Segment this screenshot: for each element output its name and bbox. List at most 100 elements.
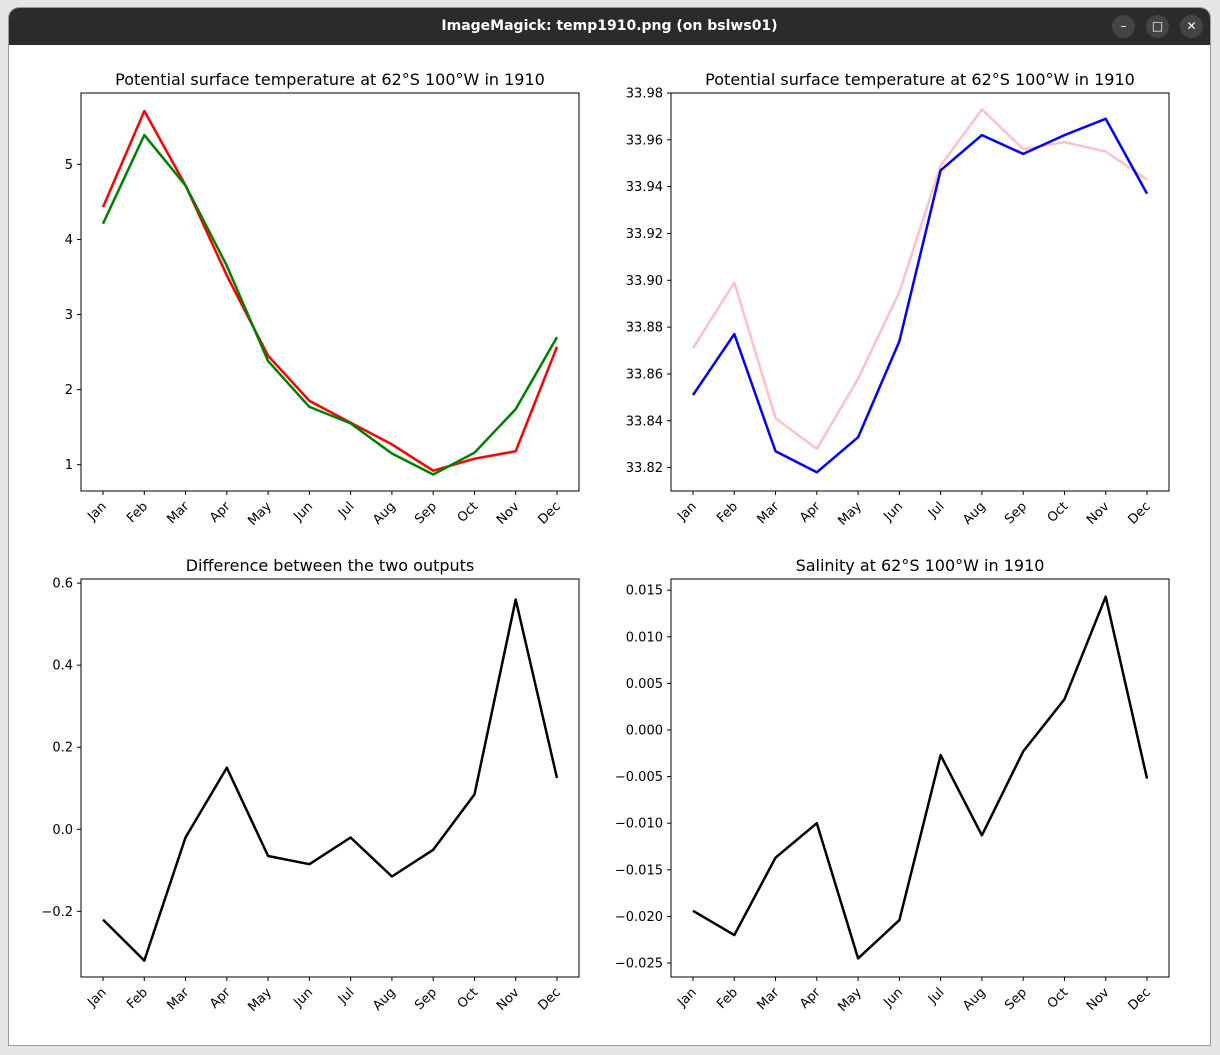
axes-frame: [80, 92, 580, 492]
y-tick-label: 33.84: [626, 414, 663, 429]
x-tick-label: Feb: [124, 499, 151, 526]
y-tick-label: 33.92: [626, 227, 663, 242]
y-tick-label: 33.94: [626, 180, 663, 195]
x-tick-label: Jan: [674, 499, 699, 524]
x-tick-label: Feb: [124, 985, 151, 1012]
x-tick-label: Jun: [881, 985, 907, 1011]
x-tick-label: Oct: [455, 985, 482, 1012]
image-canvas: Potential surface temperature at 62°S 10…: [9, 45, 1210, 1045]
x-tick-label: Nov: [1084, 499, 1113, 528]
axes-frame: [80, 578, 580, 978]
minimize-icon[interactable]: –: [1112, 15, 1135, 38]
x-tick-label: Jun: [291, 985, 317, 1011]
series-line-2: [691, 117, 1149, 474]
x-tick-label: Mar: [164, 499, 192, 527]
y-tick-label: −0.2: [41, 905, 73, 920]
x-tick-label: Jul: [925, 499, 947, 521]
x-tick-label: Aug: [960, 499, 989, 528]
x-tick-label: May: [245, 985, 275, 1015]
axes-frame: [670, 578, 1170, 978]
chart-panel-3: Difference between the two outputs −0.2 0.…: [41, 556, 580, 1015]
figure: Potential surface temperature at 62°S 10…: [41, 70, 1170, 1015]
x-tick-label: Jan: [674, 985, 699, 1010]
x-tick-label: Nov: [1084, 985, 1113, 1014]
series-line-1: [691, 108, 1148, 451]
chart-panel-1: Potential surface temperature at 62°S 10…: [65, 70, 580, 529]
series-line-1: [101, 109, 559, 472]
x-tick-label: Jul: [925, 985, 947, 1007]
chart-title: Difference between the two outputs: [186, 556, 475, 575]
y-tick-label: 33.98: [626, 87, 663, 102]
imagemagick-window: ImageMagick: temp1910.png (on bslws01) –…: [9, 8, 1210, 1045]
x-tick-label: Mar: [754, 985, 782, 1013]
y-tick-label: 0.005: [626, 677, 663, 692]
x-tick-label: Oct: [455, 499, 482, 526]
x-tick-label: Apr: [797, 985, 824, 1012]
x-tick-label: Oct: [1045, 985, 1072, 1012]
y-tick-label: 0.000: [626, 723, 663, 738]
series-line-2: [101, 133, 559, 476]
x-tick-label: Sep: [1002, 499, 1030, 527]
x-tick-label: Aug: [960, 985, 989, 1014]
x-tick-label: Apr: [207, 499, 234, 526]
x-tick-label: Jun: [291, 499, 317, 525]
y-tick-label: 1: [65, 458, 73, 473]
chart-panel-2: Potential surface temperature at 62°S 10…: [626, 70, 1170, 529]
x-tick-label: Nov: [494, 985, 523, 1014]
x-tick-label: Jun: [881, 499, 907, 525]
x-tick-label: Aug: [370, 985, 399, 1014]
x-tick-label: Jul: [335, 499, 357, 521]
y-tick-label: −0.015: [615, 863, 663, 878]
x-tick-label: Dec: [535, 985, 563, 1013]
y-tick-label: 33.88: [626, 321, 663, 336]
close-icon[interactable]: ✕: [1180, 15, 1203, 38]
x-tick-label: Dec: [1125, 499, 1153, 527]
chart-title: Salinity at 62°S 100°W in 1910: [796, 556, 1045, 575]
x-tick-label: Sep: [412, 499, 440, 527]
y-tick-label: 0.010: [626, 630, 663, 645]
y-tick-label: 33.82: [626, 461, 663, 476]
y-tick-label: 0.015: [626, 584, 663, 599]
y-tick-label: −0.025: [615, 957, 663, 972]
title-bar[interactable]: ImageMagick: temp1910.png (on bslws01) –…: [9, 8, 1210, 45]
chart-title: Potential surface temperature at 62°S 10…: [705, 70, 1135, 89]
y-tick-label: −0.020: [615, 910, 663, 925]
series-line-1: [102, 598, 559, 962]
y-tick-label: 0.2: [52, 741, 73, 756]
x-tick-label: Apr: [207, 985, 234, 1012]
window-title: ImageMagick: temp1910.png (on bslws01): [441, 18, 778, 34]
x-tick-label: Sep: [1002, 985, 1030, 1013]
y-tick-label: 0.6: [52, 577, 73, 592]
chart-panel-4: Salinity at 62°S 100°W in 1910 −0.025 −0.0…: [615, 556, 1170, 1015]
x-tick-label: Dec: [1125, 985, 1153, 1013]
maximize-icon[interactable]: □: [1146, 15, 1169, 38]
x-tick-label: Sep: [412, 985, 440, 1013]
x-tick-label: May: [835, 499, 865, 529]
y-tick-label: 33.96: [626, 133, 663, 148]
y-tick-label: 4: [65, 233, 73, 248]
y-tick-label: 33.86: [626, 367, 663, 382]
x-tick-label: Mar: [754, 499, 782, 527]
y-tick-label: 0.4: [52, 659, 73, 674]
x-tick-label: Jan: [84, 499, 109, 524]
x-tick-label: May: [245, 499, 275, 529]
series-line-1: [692, 595, 1149, 960]
x-tick-label: Oct: [1045, 499, 1072, 526]
x-tick-label: Jul: [335, 985, 357, 1007]
x-tick-label: Feb: [714, 499, 741, 526]
x-tick-label: Feb: [714, 985, 741, 1012]
chart-title: Potential surface temperature at 62°S 10…: [115, 70, 545, 89]
x-tick-label: Jan: [84, 985, 109, 1010]
y-tick-label: 33.90: [626, 274, 663, 289]
y-tick-label: 3: [65, 308, 73, 323]
y-tick-label: −0.010: [615, 817, 663, 832]
y-tick-label: 2: [65, 383, 73, 398]
x-tick-label: Nov: [494, 499, 523, 528]
x-tick-label: Apr: [797, 499, 824, 526]
x-tick-label: May: [835, 985, 865, 1015]
y-tick-label: 0.0: [52, 823, 73, 838]
y-tick-label: 5: [65, 158, 73, 173]
y-tick-label: −0.005: [615, 770, 663, 785]
x-tick-label: Aug: [370, 499, 399, 528]
x-tick-label: Mar: [164, 985, 192, 1013]
